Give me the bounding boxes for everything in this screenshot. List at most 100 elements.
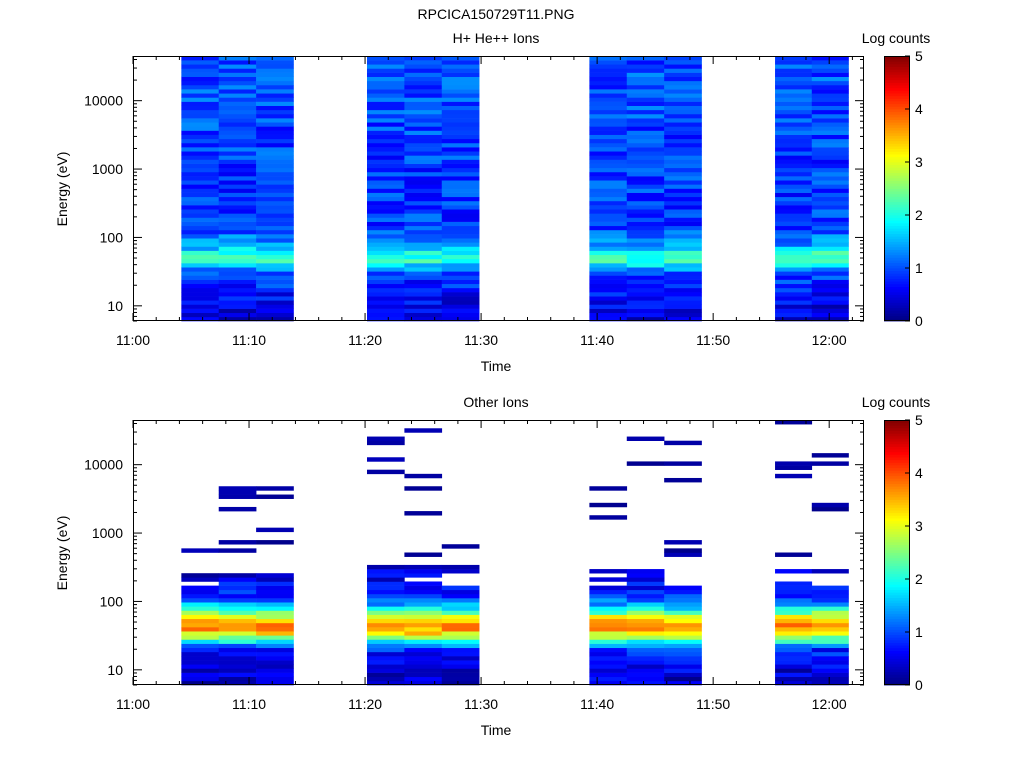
colorbar-swatch [884,222,910,226]
colorbar-swatch [884,196,910,200]
heatmap-cell [367,436,405,441]
colorbar-swatch [884,459,910,463]
colorbar-swatch [884,233,910,237]
heatmap-cell [181,258,220,264]
heatmap-cell [181,60,220,65]
heatmap-cell [404,225,443,231]
heatmap-cell [664,258,702,264]
heatmap-cell [256,643,294,649]
heatmap-cell [626,134,665,140]
heatmap-cell [367,296,405,301]
heatmap-cell [589,664,628,669]
heatmap-cell [626,668,665,673]
heatmap-cell [404,109,443,115]
heatmap-cell [811,93,849,98]
heatmap-cell [441,639,480,644]
heatmap-cell [589,292,628,297]
colorbar-swatch [884,154,910,158]
heatmap-cell [626,606,665,611]
heatmap-cell [441,250,480,256]
heatmap-cell [775,68,813,73]
heatmap-cell [775,308,813,314]
heatmap-cell [589,635,628,640]
heatmap-cell [441,68,480,73]
heatmap-cell [218,89,257,94]
x-tick-label: 12:00 [812,332,847,348]
heatmap-cell [218,76,257,82]
heatmap-cell [626,292,665,297]
heatmap-cell [181,622,220,628]
heatmap-cell [181,651,220,657]
colorbar-swatch [884,185,910,189]
colorbar-swatch [884,605,910,609]
heatmap-cell [404,676,443,682]
heatmap-cell [589,627,628,632]
heatmap-cell [441,221,480,227]
heatmap-cell [218,126,257,131]
heatmap-cell [811,109,849,115]
heatmap-cell [664,192,702,198]
colorbar-swatch [884,172,910,176]
heatmap-cell [626,618,665,624]
heatmap-cell [441,200,480,206]
heatmap-cell [404,300,443,305]
heatmap-cell [589,279,628,285]
heatmap-cell [404,308,443,314]
heatmap-cell [589,142,628,148]
heatmap-cell [811,130,849,135]
heatmap-cell [811,122,849,127]
heatmap-cell [218,225,257,231]
heatmap-cell [218,267,257,272]
heatmap-cell [256,250,294,256]
heatmap-cell [441,316,480,322]
heatmap-cell [589,105,628,111]
colorbar-swatch [884,305,910,309]
panel-h-he-ions: H+ He++ Ions Log counts Energy (eV) Time… [54,30,930,374]
colorbar-swatch [884,291,910,295]
heatmap-cell [367,209,405,214]
heatmap-cell [664,229,702,235]
heatmap-cell [404,159,443,164]
heatmap-cell [664,639,702,644]
heatmap-cell [404,234,443,239]
colorbar-swatch [884,283,910,287]
heatmap-cell [664,109,702,115]
heatmap-cell [664,283,702,289]
heatmap-cell [775,225,813,231]
heatmap-cell [441,238,480,243]
y-tick-label: 10 [107,298,123,314]
heatmap-cell [367,627,405,632]
heatmap-cell [811,664,849,669]
heatmap-cell [441,312,480,318]
colorbar-swatch [884,93,910,97]
heatmap-cell [664,316,702,322]
heatmap-cell [181,238,220,243]
colorbar-swatch [884,634,910,638]
heatmap-cell [589,225,628,231]
heatmap-cell [218,263,257,268]
heatmap-cell [367,602,405,607]
heatmap-cell [775,56,813,61]
heatmap-cell [664,234,702,239]
heatmap-cell [256,242,294,247]
heatmap-cell [441,258,480,264]
heatmap-cell [811,113,849,119]
heatmap-cell [181,163,220,169]
colorbar-swatch [884,420,910,424]
colorbar-swatch [884,159,910,163]
colorbar-swatch [884,465,910,469]
heatmap-cell [404,180,443,185]
heatmap-cell [664,635,702,640]
heatmap-cell [589,89,628,94]
heatmap-cell [256,76,294,82]
heatmap-cell [589,589,628,595]
y-tick-label: 10 [107,662,123,678]
heatmap-cell [404,486,443,491]
heatmap-cell [181,283,220,289]
heatmap-cell [664,176,702,181]
heatmap-cell [218,602,257,607]
heatmap-cell [441,283,480,289]
heatmap-cell [218,308,257,314]
heatmap-cell [664,213,702,218]
heatmap-cell [256,192,294,198]
